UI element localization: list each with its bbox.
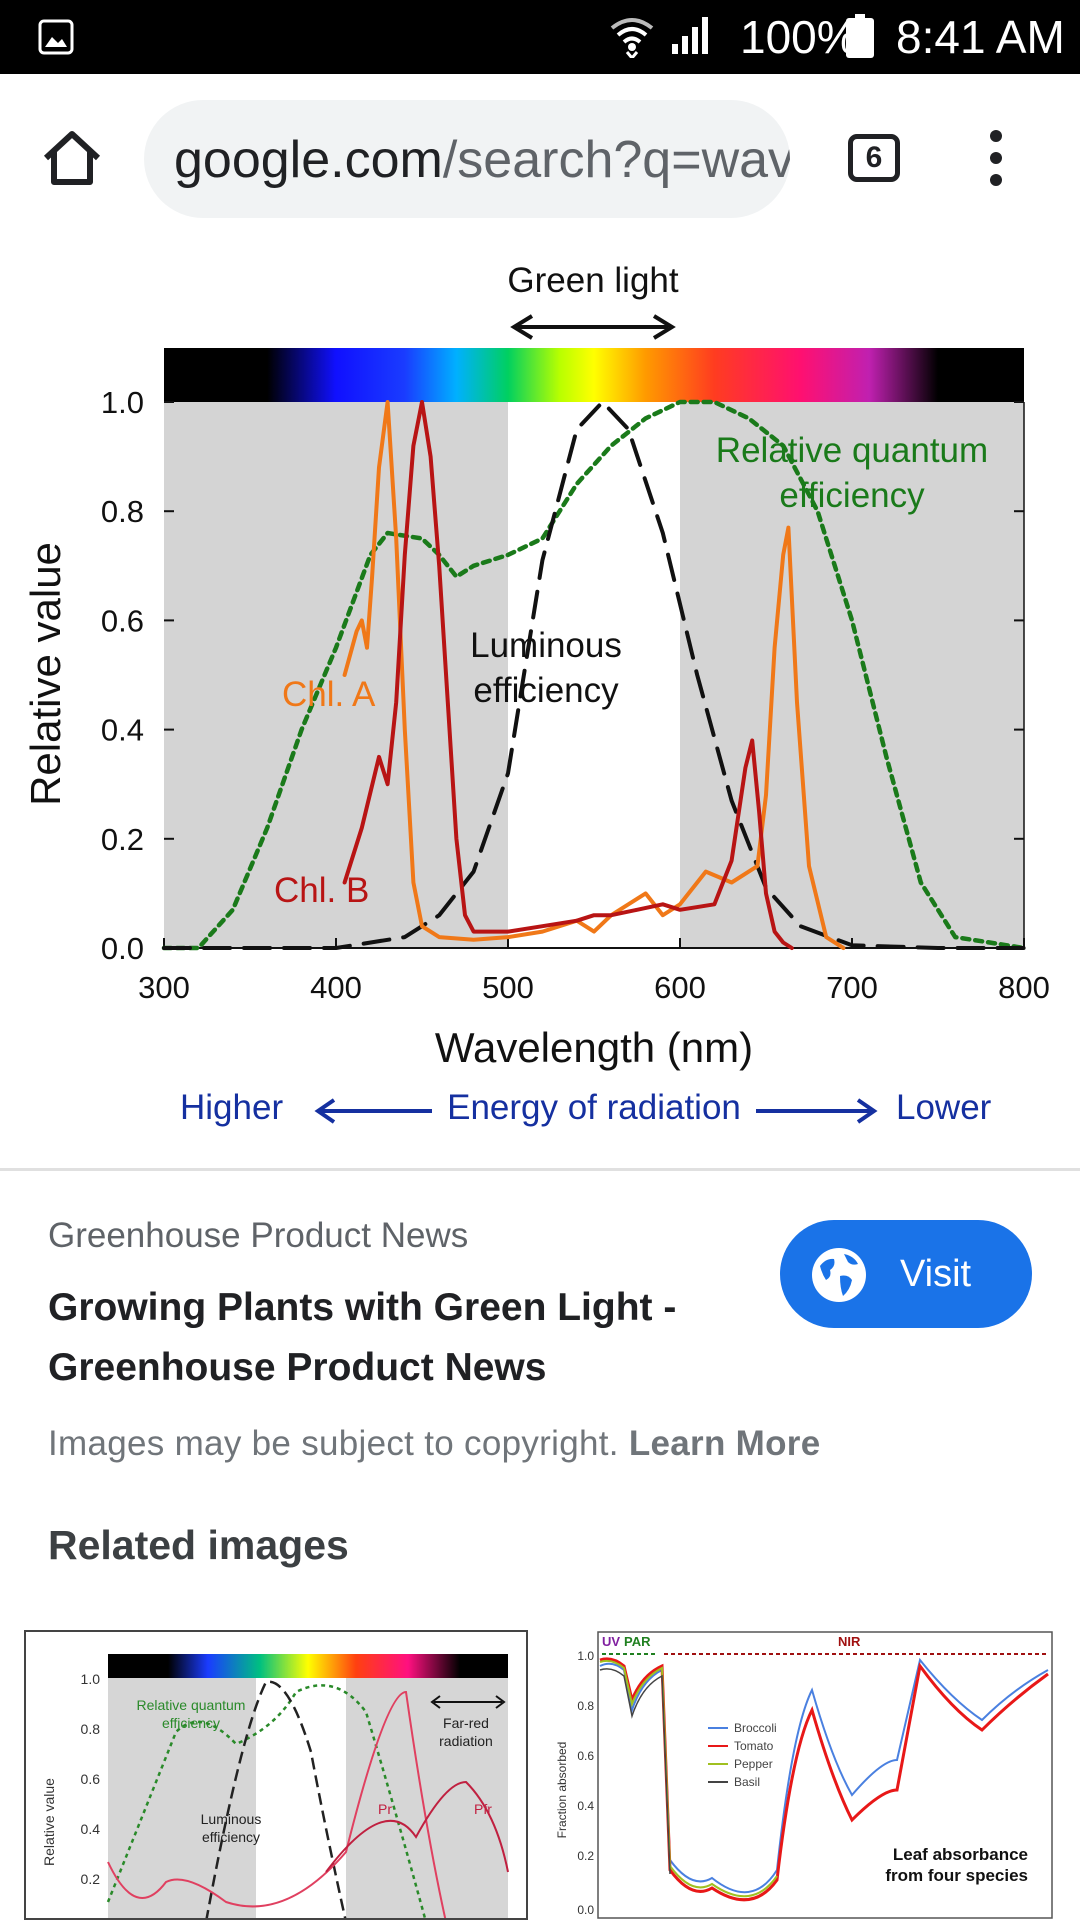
home-icon[interactable]	[40, 126, 104, 190]
thumb1-chart: 1.0 0.8 0.6 0.4 0.2 Relative value Relat…	[41, 1654, 509, 1918]
thumb1-ytick: 0.8	[81, 1721, 101, 1737]
thumb1-ytick: 0.2	[81, 1871, 101, 1887]
thumb2-caption-line2: from four species	[885, 1866, 1028, 1885]
related-image-1[interactable]: 1.0 0.8 0.6 0.4 0.2 Relative value Relat…	[24, 1630, 528, 1920]
y-axis-label: Relative value	[22, 542, 69, 806]
green-light-title: Green light	[507, 261, 678, 300]
y-tick-label: 1.0	[101, 385, 144, 420]
tab-switcher-button[interactable]: 6	[848, 134, 900, 182]
y-tick-label: 0.8	[101, 494, 144, 529]
axes: 300 400 500 600 700 800 0.0 0.2 0.4 0.6 0.8 1.0	[101, 385, 1050, 1005]
thumb1-pfr: Pfr	[474, 1801, 492, 1817]
thumb2-uv: UV	[602, 1634, 620, 1649]
y-tick-label: 0.6	[101, 603, 144, 638]
source-name[interactable]: Greenhouse Product News	[48, 1216, 469, 1255]
thumb1-lum-line1: Luminous	[201, 1811, 262, 1827]
more-options-icon[interactable]	[978, 126, 1014, 190]
chart-figure[interactable]: Green light 300 400 500 600 700 800 0.0 0.2 0.4 0…	[0, 242, 1080, 1172]
thumb1-ytick: 0.6	[81, 1771, 101, 1787]
copyright-text: Images may be subject to copyright.	[48, 1424, 619, 1463]
result-title[interactable]: Growing Plants with Green Light - Greenh…	[48, 1286, 677, 1389]
thumb2-ylabel: Fraction absorbed	[555, 1742, 569, 1839]
x-tick-label: 700	[826, 970, 878, 1005]
learn-more-link[interactable]: Learn More	[628, 1424, 821, 1463]
x-tick-label: 800	[998, 970, 1050, 1005]
signal-icon	[672, 17, 708, 54]
thumb2-chart: UV PAR NIR 1.0 0.8 0.6 0.4 0.2 0.0 Fract…	[555, 1631, 1053, 1920]
y-tick-label: 0.4	[101, 713, 144, 748]
related-image-2[interactable]: UV PAR NIR 1.0 0.8 0.6 0.4 0.2 0.0 Fract…	[552, 1630, 1056, 1920]
status-bar: 100% 8:41 AM	[0, 0, 1080, 74]
url-text[interactable]: google.com/search?q=wav	[174, 131, 790, 189]
series-relative-quantum-efficiency	[161, 399, 1027, 951]
thumb2-ytick: 1.0	[577, 1649, 594, 1663]
related-images-heading: Related images	[48, 1522, 349, 1568]
thumb2-ytick: 0.2	[577, 1849, 594, 1863]
x-tick-label: 600	[654, 970, 706, 1005]
x-tick-label: 300	[138, 970, 190, 1005]
chl-b-label: Chl. B	[274, 871, 369, 910]
thumb1-ylabel: Relative value	[41, 1778, 57, 1866]
thumb1-lum-line2: efficiency	[202, 1829, 260, 1845]
thumb2-par: PAR	[624, 1634, 651, 1649]
y-tick-label: 0.0	[101, 931, 144, 966]
globe-icon	[812, 1248, 866, 1302]
luminous-label-line1: Luminous	[470, 626, 622, 665]
thumb2-caption-line1: Leaf absorbance	[893, 1845, 1028, 1864]
energy-higher-label: Higher	[180, 1088, 283, 1127]
thumb2-ytick: 0.6	[577, 1749, 594, 1763]
thumb2-legend-item: Pepper	[734, 1757, 773, 1771]
battery-icon	[846, 14, 874, 58]
address-bar[interactable]: google.com/search?q=wav	[144, 100, 790, 218]
thumb1-ytick: 0.4	[81, 1821, 101, 1837]
thumb2-legend-item: Tomato	[734, 1739, 774, 1753]
chart-svg: Green light 300 400 500 600 700 800 0.0 0.2 0.4 0…	[22, 261, 1050, 1127]
series-luminous-efficiency	[162, 400, 1026, 950]
x-axis-label: Wavelength (nm)	[435, 1024, 753, 1071]
gallery-icon	[38, 19, 74, 55]
plot-background	[164, 402, 1024, 948]
visit-button[interactable]: Visit	[780, 1220, 1032, 1328]
series-chl-b	[342, 400, 794, 950]
visit-label: Visit	[900, 1253, 972, 1295]
rqe-label-line2: efficiency	[779, 476, 925, 515]
thumb1-rqe-line1: Relative quantum	[137, 1697, 246, 1713]
luminous-label-line2: efficiency	[473, 671, 619, 710]
chl-a-label: Chl. A	[282, 675, 376, 714]
battery-percentage: 100%	[740, 11, 858, 63]
series-layer	[161, 399, 1027, 951]
thumb1-ytick: 1.0	[81, 1671, 101, 1687]
energy-arrows	[314, 1098, 878, 1124]
copyright-notice: Images may be subject to copyright. Lear…	[48, 1424, 820, 1464]
x-tick-label: 400	[310, 970, 362, 1005]
divider	[0, 1168, 1080, 1171]
thumb1-farred-line1: Far-red	[443, 1715, 489, 1731]
thumb2-ytick: 0.4	[577, 1799, 594, 1813]
wifi-icon	[610, 18, 654, 58]
energy-lower-label: Lower	[896, 1088, 992, 1127]
browser-toolbar: google.com/search?q=wav 6	[0, 74, 1080, 242]
thumb1-rqe-line2: efficiency	[162, 1715, 220, 1731]
x-tick-label: 500	[482, 970, 534, 1005]
rqe-label-line1: Relative quantum	[716, 431, 988, 470]
thumb2-legend-item: Basil	[734, 1775, 760, 1789]
series-chl-a	[342, 400, 846, 950]
thumb2-nir: NIR	[838, 1634, 861, 1649]
thumb1-farred-line2: radiation	[439, 1733, 493, 1749]
energy-label: Energy of radiation	[447, 1088, 741, 1127]
green-light-arrow	[510, 314, 676, 340]
y-tick-label: 0.2	[101, 822, 144, 857]
thumb2-legend-item: Broccoli	[734, 1721, 777, 1735]
thumb1-pr: Pr	[378, 1801, 392, 1817]
clock: 8:41 AM	[896, 11, 1065, 63]
spectrum-bar	[164, 348, 1024, 402]
thumb2-ytick: 0.0	[577, 1903, 594, 1917]
thumb2-ytick: 0.8	[577, 1699, 594, 1713]
